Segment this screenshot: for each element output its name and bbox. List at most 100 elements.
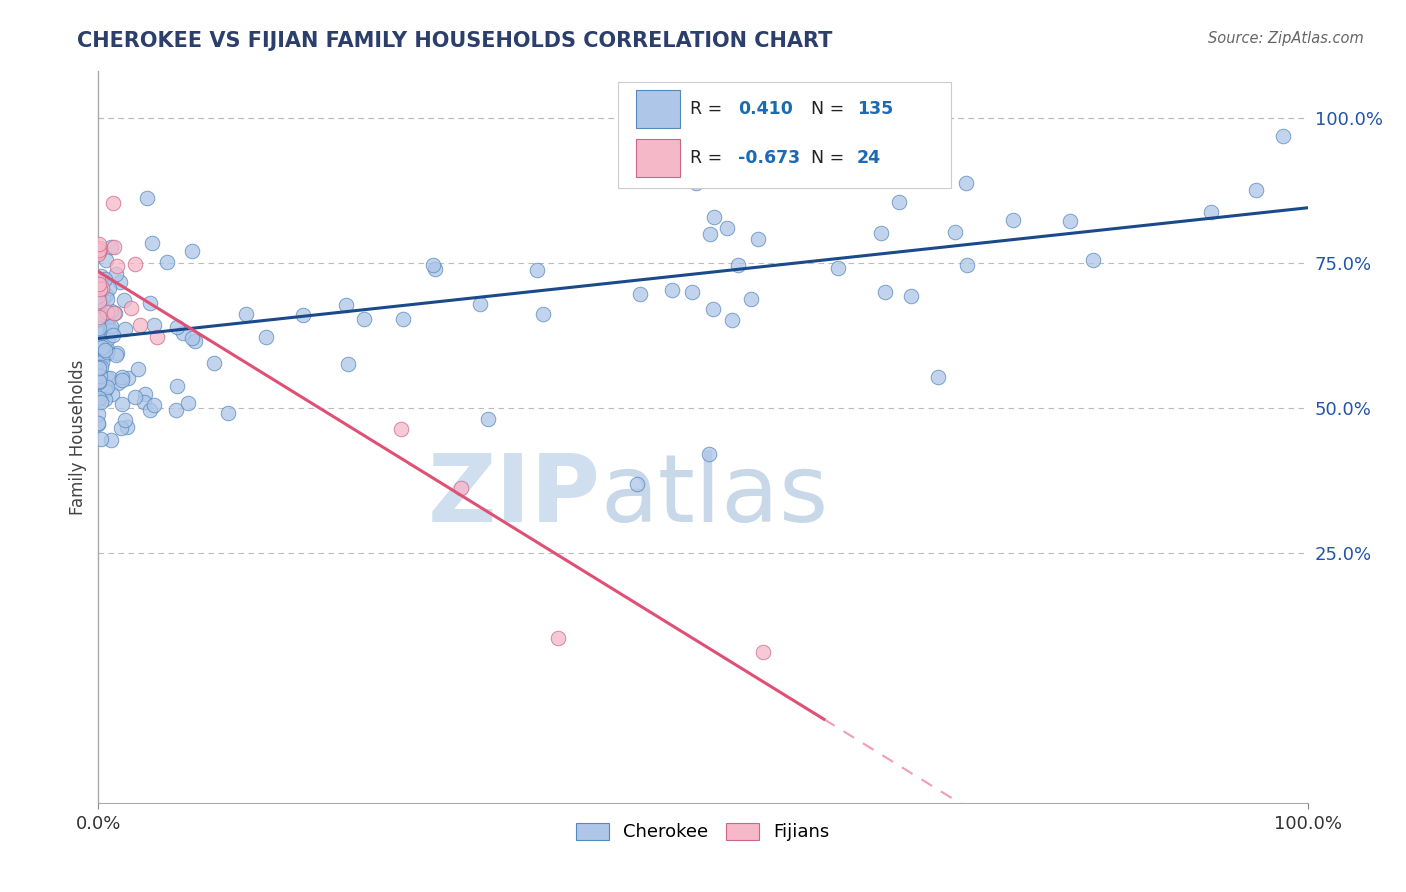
Point xyxy=(96,380,118,394)
Point xyxy=(626,476,648,491)
Point xyxy=(96,371,118,385)
Point xyxy=(526,263,548,277)
Point xyxy=(87,289,110,303)
Legend: Cherokee, Fijians: Cherokee, Fijians xyxy=(569,815,837,848)
Point xyxy=(107,376,129,390)
Point xyxy=(89,241,111,255)
Point xyxy=(96,292,118,306)
FancyBboxPatch shape xyxy=(637,90,681,128)
Point xyxy=(110,421,132,435)
Point xyxy=(533,307,555,321)
Point xyxy=(87,296,110,310)
Point xyxy=(87,416,110,430)
Point xyxy=(87,407,110,421)
Point xyxy=(628,286,651,301)
Point xyxy=(87,321,110,335)
Point xyxy=(93,324,115,338)
Text: Source: ZipAtlas.com: Source: ZipAtlas.com xyxy=(1208,31,1364,46)
Text: 0.410: 0.410 xyxy=(738,100,793,118)
Point xyxy=(124,257,146,271)
Point xyxy=(827,260,849,275)
Point xyxy=(94,383,117,397)
Point xyxy=(1199,205,1222,219)
Point xyxy=(141,236,163,251)
Point xyxy=(685,176,707,190)
Point xyxy=(720,313,742,327)
Text: -0.673: -0.673 xyxy=(738,149,800,168)
Point xyxy=(716,221,738,235)
Point xyxy=(887,194,910,209)
Point xyxy=(703,210,725,224)
Point xyxy=(90,394,112,409)
FancyBboxPatch shape xyxy=(637,139,681,178)
Point xyxy=(101,328,124,343)
Point xyxy=(97,318,120,333)
Point xyxy=(335,298,357,312)
Point xyxy=(94,392,117,407)
Point xyxy=(166,319,188,334)
Point xyxy=(90,326,112,341)
Point xyxy=(96,314,118,328)
Point xyxy=(96,288,118,302)
Text: CHEROKEE VS FIJIAN FAMILY HOUSEHOLDS CORRELATION CHART: CHEROKEE VS FIJIAN FAMILY HOUSEHOLDS COR… xyxy=(77,31,832,51)
Point xyxy=(87,336,110,351)
Point xyxy=(89,310,111,324)
Point xyxy=(870,227,893,241)
Point xyxy=(87,391,110,405)
Point xyxy=(103,305,125,319)
Point xyxy=(89,368,111,383)
Point xyxy=(172,326,194,340)
Point xyxy=(391,312,413,326)
Point xyxy=(96,305,118,319)
Point xyxy=(90,355,112,369)
Text: 24: 24 xyxy=(856,149,880,168)
Point xyxy=(1272,128,1295,143)
Point xyxy=(104,348,127,362)
Point xyxy=(115,420,138,434)
Point xyxy=(727,258,749,272)
Point xyxy=(425,262,447,277)
Point xyxy=(180,331,202,345)
Point xyxy=(96,314,118,328)
Point xyxy=(114,413,136,427)
Point xyxy=(110,397,132,411)
Point xyxy=(101,196,124,211)
Point xyxy=(87,309,110,323)
Point xyxy=(89,290,111,304)
Point xyxy=(104,267,127,281)
Point xyxy=(900,289,922,303)
Point xyxy=(337,357,360,371)
Point xyxy=(183,334,205,348)
Point xyxy=(142,318,165,332)
Point xyxy=(139,403,162,417)
Point xyxy=(89,282,111,296)
Point xyxy=(100,304,122,318)
FancyBboxPatch shape xyxy=(619,82,950,188)
Text: R =: R = xyxy=(690,100,727,118)
Point xyxy=(90,360,112,375)
Point xyxy=(87,289,110,303)
Point xyxy=(103,306,125,320)
Point xyxy=(94,347,117,361)
Text: 135: 135 xyxy=(856,100,893,118)
Text: N =: N = xyxy=(811,100,849,118)
Point xyxy=(702,301,724,316)
Point xyxy=(143,398,166,412)
Point xyxy=(89,294,111,309)
Point xyxy=(468,297,491,311)
Point xyxy=(90,310,112,324)
Point xyxy=(94,272,117,286)
Point xyxy=(111,369,134,384)
Point xyxy=(422,258,444,272)
Point xyxy=(87,374,110,388)
Point xyxy=(1001,213,1024,227)
Point xyxy=(91,281,114,295)
Point xyxy=(181,244,204,259)
Point xyxy=(114,322,136,336)
Point xyxy=(124,390,146,404)
Point xyxy=(87,361,110,376)
Point xyxy=(547,631,569,645)
Point xyxy=(389,422,412,436)
Point xyxy=(100,433,122,447)
Point xyxy=(943,225,966,239)
